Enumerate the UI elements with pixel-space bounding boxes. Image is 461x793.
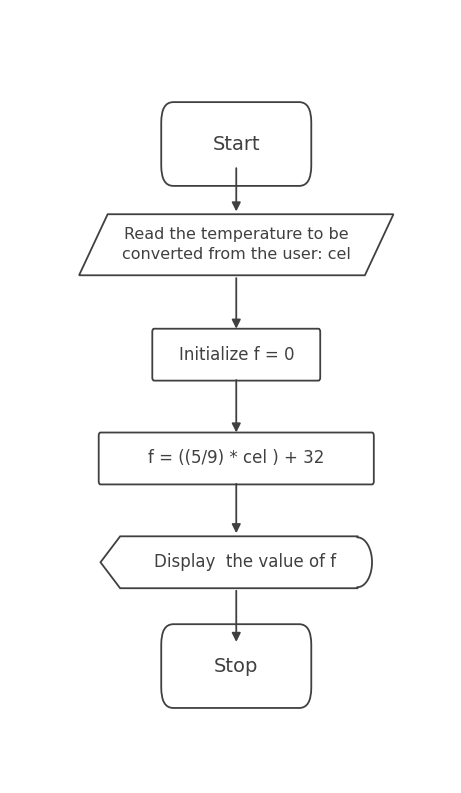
FancyBboxPatch shape	[152, 329, 320, 381]
Text: Stop: Stop	[214, 657, 259, 676]
Text: Display  the value of f: Display the value of f	[154, 554, 336, 571]
Polygon shape	[100, 536, 372, 588]
Text: Read the temperature to be
converted from the user: cel: Read the temperature to be converted fro…	[122, 228, 351, 262]
FancyBboxPatch shape	[161, 624, 311, 708]
Text: Initialize f = 0: Initialize f = 0	[178, 346, 294, 364]
Text: f = ((5/9) * cel ) + 32: f = ((5/9) * cel ) + 32	[148, 450, 325, 467]
Polygon shape	[79, 214, 394, 275]
FancyBboxPatch shape	[99, 432, 374, 485]
FancyBboxPatch shape	[161, 102, 311, 186]
Text: Start: Start	[213, 135, 260, 154]
